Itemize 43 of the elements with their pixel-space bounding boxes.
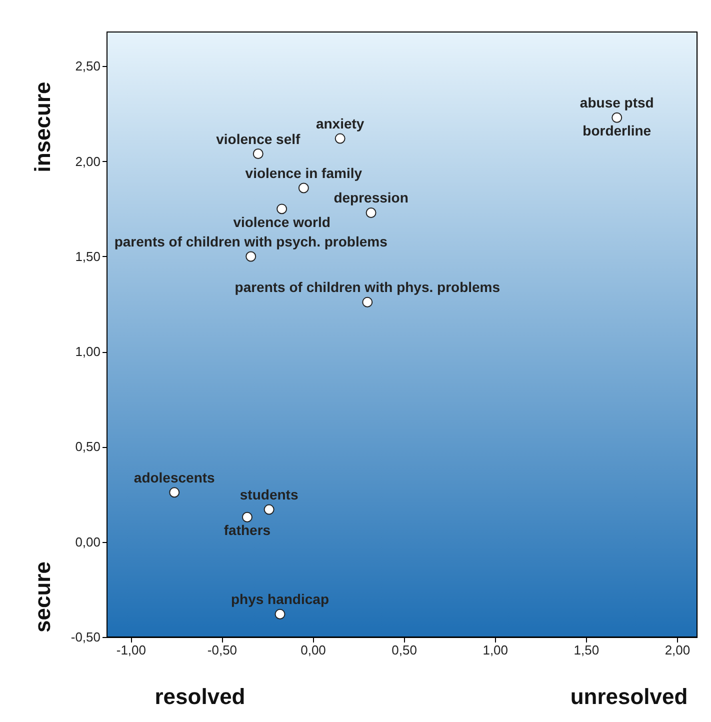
point	[362, 296, 373, 308]
y-tick-label: 1,50	[75, 248, 100, 264]
point	[246, 251, 256, 262]
point	[264, 504, 274, 515]
annotation: phys handicap	[230, 591, 330, 608]
annotation: depression	[334, 190, 408, 206]
annotation: fathers	[224, 522, 271, 538]
x-tick-label: -1,00	[116, 642, 146, 658]
point	[298, 182, 309, 194]
point	[242, 512, 252, 522]
y-tick-label: -0,50	[70, 630, 100, 644]
text: insecure	[30, 82, 55, 172]
annotation: violence in family	[245, 165, 362, 182]
point	[612, 112, 622, 123]
y-tick-label: 1,00	[75, 344, 100, 360]
x-tick-label: 1,50	[574, 642, 600, 658]
annotation: violence world	[233, 214, 330, 230]
point	[276, 204, 288, 214]
annotation: students	[240, 486, 298, 503]
x-tick-label: -0,50	[207, 642, 238, 658]
text: unresolved	[570, 684, 688, 709]
x-tick-label: 2,00	[664, 642, 690, 658]
y-tick-label: 2,50	[75, 58, 100, 74]
annotation: parents of children with psych. problems	[114, 233, 388, 250]
y-tick-label: 2,00	[75, 154, 100, 169]
annotation: parents of children with phys. problems	[234, 279, 500, 296]
annotation: violence self	[216, 130, 300, 147]
annotation: anxiety	[316, 116, 364, 132]
point	[366, 208, 376, 218]
text: resolved	[154, 684, 246, 709]
text: secure	[30, 562, 55, 632]
annotation: adolescents	[134, 469, 216, 486]
y-tick-label: 0,50	[75, 439, 100, 454]
point	[169, 487, 180, 498]
point	[334, 133, 346, 144]
x-tick-label: 0,50	[392, 642, 417, 658]
x-tick-label: 0,00	[300, 642, 326, 658]
point	[252, 148, 264, 159]
x-tick-label: 1,00	[482, 642, 508, 658]
annotation: borderline	[582, 122, 652, 139]
point	[274, 608, 286, 620]
y-tick-label: 0,00	[75, 534, 100, 550]
annotation: abuse ptsd	[580, 94, 654, 111]
